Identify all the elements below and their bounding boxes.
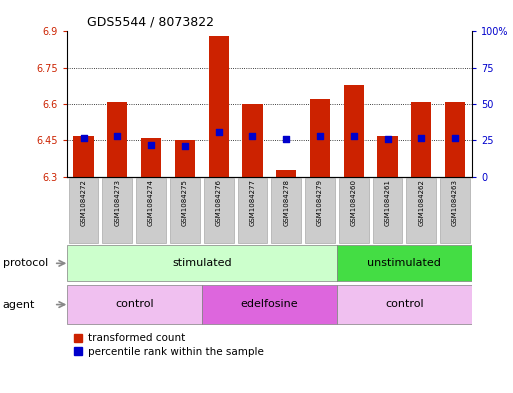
FancyBboxPatch shape: [136, 178, 166, 243]
Point: [451, 134, 459, 141]
FancyBboxPatch shape: [69, 178, 98, 243]
FancyBboxPatch shape: [440, 178, 470, 243]
Point: [248, 133, 256, 139]
Bar: [344, 85, 364, 177]
Text: GDS5544 / 8073822: GDS5544 / 8073822: [87, 16, 214, 29]
Text: control: control: [115, 299, 153, 309]
Bar: [242, 104, 263, 177]
Text: GSM1084277: GSM1084277: [249, 179, 255, 226]
Bar: [141, 138, 161, 177]
Text: GSM1084278: GSM1084278: [283, 179, 289, 226]
Text: unstimulated: unstimulated: [367, 257, 441, 268]
Bar: [378, 136, 398, 177]
Text: GSM1084275: GSM1084275: [182, 179, 188, 226]
Point: [181, 143, 189, 149]
FancyBboxPatch shape: [337, 245, 472, 281]
Text: stimulated: stimulated: [172, 257, 231, 268]
Text: GSM1084263: GSM1084263: [452, 179, 458, 226]
Text: GSM1084274: GSM1084274: [148, 179, 154, 226]
Text: GSM1084273: GSM1084273: [114, 179, 121, 226]
FancyBboxPatch shape: [67, 245, 337, 281]
FancyBboxPatch shape: [337, 285, 472, 325]
Point: [282, 136, 290, 142]
FancyBboxPatch shape: [170, 178, 200, 243]
Point: [214, 129, 223, 135]
FancyBboxPatch shape: [67, 285, 202, 325]
Point: [383, 136, 391, 142]
FancyBboxPatch shape: [202, 285, 337, 325]
Legend: transformed count, percentile rank within the sample: transformed count, percentile rank withi…: [72, 331, 266, 359]
Point: [147, 142, 155, 148]
Bar: [310, 99, 330, 177]
Bar: [445, 102, 465, 177]
FancyBboxPatch shape: [406, 178, 436, 243]
Text: GSM1084262: GSM1084262: [418, 179, 424, 226]
Bar: [411, 102, 431, 177]
Bar: [73, 136, 94, 177]
Bar: [208, 36, 229, 177]
FancyBboxPatch shape: [103, 178, 132, 243]
Bar: [107, 102, 127, 177]
Point: [350, 133, 358, 139]
Bar: [175, 141, 195, 177]
Text: GSM1084279: GSM1084279: [317, 179, 323, 226]
FancyBboxPatch shape: [339, 178, 369, 243]
FancyBboxPatch shape: [271, 178, 301, 243]
Text: GSM1084272: GSM1084272: [81, 179, 87, 226]
FancyBboxPatch shape: [305, 178, 335, 243]
Text: control: control: [385, 299, 424, 309]
Text: edelfosine: edelfosine: [241, 299, 298, 309]
Point: [113, 133, 122, 139]
Text: agent: agent: [3, 299, 35, 310]
FancyBboxPatch shape: [204, 178, 233, 243]
FancyBboxPatch shape: [372, 178, 402, 243]
Text: protocol: protocol: [3, 258, 48, 268]
Bar: [276, 170, 297, 177]
Point: [80, 134, 88, 141]
Text: GSM1084276: GSM1084276: [215, 179, 222, 226]
Point: [417, 134, 425, 141]
Text: GSM1084261: GSM1084261: [385, 179, 390, 226]
FancyBboxPatch shape: [238, 178, 267, 243]
Text: GSM1084260: GSM1084260: [351, 179, 357, 226]
Point: [316, 133, 324, 139]
